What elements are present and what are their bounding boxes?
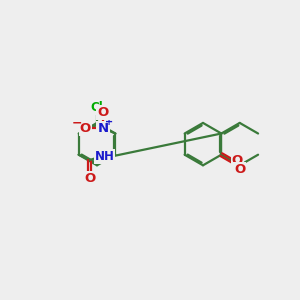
- Text: −: −: [72, 116, 82, 129]
- Text: +: +: [105, 117, 113, 127]
- Text: O: O: [98, 106, 109, 119]
- Text: NH: NH: [94, 150, 115, 163]
- Text: O: O: [84, 172, 95, 185]
- Text: N: N: [98, 122, 109, 135]
- Text: Cl: Cl: [91, 101, 103, 114]
- Text: O: O: [234, 163, 245, 176]
- Text: O: O: [232, 154, 243, 167]
- Text: O: O: [80, 122, 91, 135]
